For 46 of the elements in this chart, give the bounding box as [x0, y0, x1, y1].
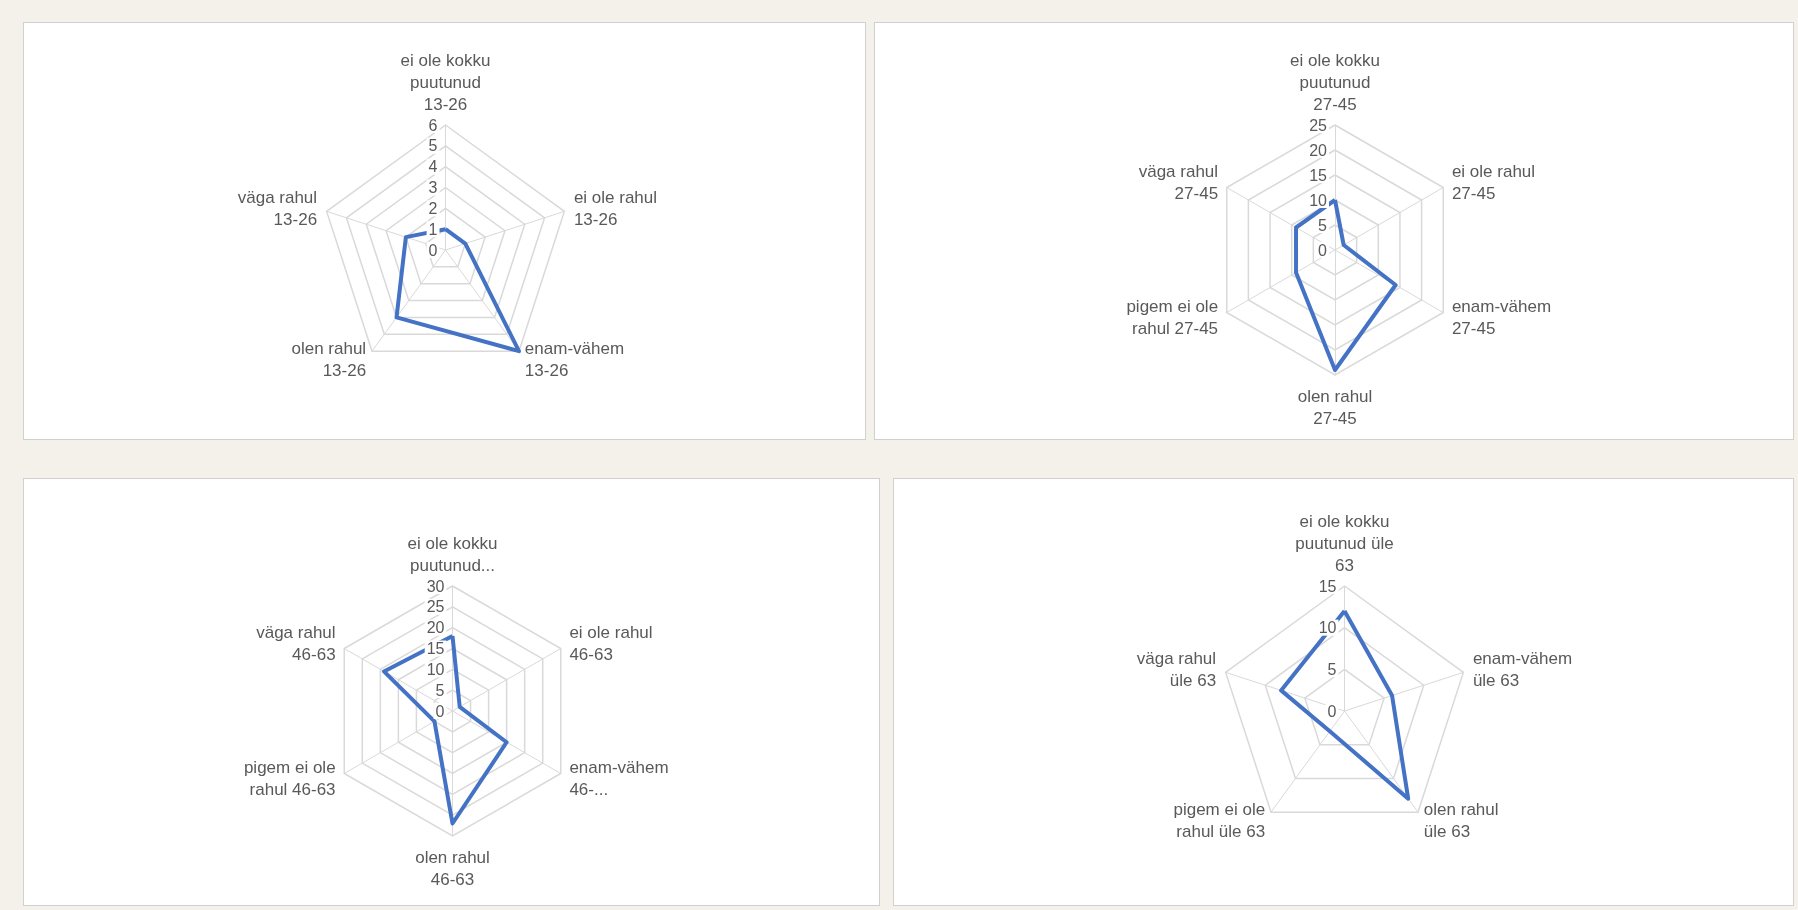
spoke-label: enam-vähem 27-45	[1451, 297, 1552, 338]
spoke-label: väga rahul 46-63	[256, 623, 336, 664]
spoke-label: väga rahul üle 63	[1136, 648, 1217, 690]
spoke-label: pigem ei ole rahul üle 63	[1173, 799, 1266, 841]
y-tick-label: 20	[426, 619, 445, 637]
spoke-label: ei ole kokku puutunud 13-26	[400, 50, 491, 114]
spoke-label: väga rahul 13-26	[237, 187, 318, 229]
y-tick-label: 5	[1327, 660, 1337, 678]
spoke-label: olen rahul 27-45	[1297, 386, 1373, 428]
spoke-label: ei ole kokku puutunud 27-45	[1290, 50, 1380, 114]
spoke-label: ei ole rahul 27-45	[1451, 162, 1536, 203]
y-tick-label: 30	[426, 577, 445, 595]
spoke-label: pigem ei ole rahul 46-63	[243, 758, 336, 799]
spoke-label: enam-vähem 13-26	[524, 338, 625, 380]
y-tick-label: 6	[428, 116, 438, 134]
y-tick-label: 3	[428, 179, 438, 196]
y-tick-label: 0	[435, 702, 445, 720]
y-tick-label: 1	[428, 220, 438, 238]
spoke-label: enam-vähem 46-...	[569, 758, 669, 799]
spoke-label: väga rahul 27-45	[1138, 162, 1219, 203]
y-tick-label: 5	[428, 137, 438, 155]
spoke-label: ei ole kokku puutunud...	[407, 533, 498, 575]
y-tick-label: 20	[1309, 141, 1328, 159]
y-tick-label: 15	[1318, 577, 1337, 595]
spoke-label: ei ole rahul 46-63	[569, 623, 653, 664]
y-tick-label: 25	[1309, 116, 1328, 134]
y-tick-label: 5	[1318, 216, 1328, 234]
y-tick-label: 4	[428, 158, 438, 176]
y-tick-label: 0	[1318, 241, 1328, 259]
y-tick-label: 10	[1318, 619, 1337, 637]
spoke-label: ei ole kokku puutunud üle 63	[1295, 511, 1394, 575]
y-tick-label: 10	[1309, 191, 1328, 209]
y-tick-label: 5	[435, 681, 445, 699]
spoke-label: olen rahul 46-63	[415, 847, 490, 889]
y-tick-label: 2	[428, 199, 438, 217]
y-tick-label: 15	[1309, 166, 1328, 184]
spoke-label: olen rahul üle 63	[1423, 799, 1499, 841]
y-tick-label: 25	[426, 598, 445, 616]
spoke-label: enam-vähem üle 63	[1472, 648, 1573, 690]
spoke-label: ei ole rahul 13-26	[573, 187, 658, 229]
spoke-label: pigem ei ole rahul 27-45	[1126, 297, 1219, 338]
y-tick-label: 10	[426, 660, 445, 678]
y-tick-label: 0	[428, 241, 438, 259]
y-tick-label: 15	[426, 640, 445, 657]
spoke-label: olen rahul 13-26	[291, 338, 367, 380]
y-tick-label: 0	[1327, 702, 1337, 720]
